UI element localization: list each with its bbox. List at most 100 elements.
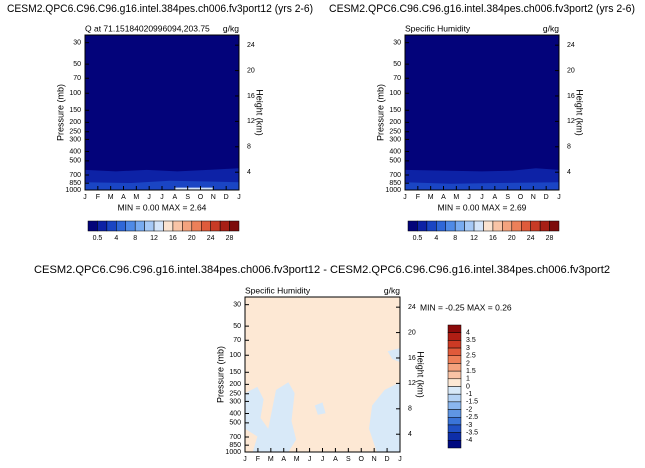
panel-title: CESM2.QPC6.C96.C96.g16.intel.384pes.ch00…: [329, 3, 635, 15]
x-tick-label: A: [492, 194, 497, 201]
y-tick-label: 70: [73, 75, 81, 82]
y-tick-label: 250: [229, 391, 241, 398]
y-tick-label: 700: [229, 434, 241, 441]
y2-tick-label: 8: [408, 406, 412, 413]
y-tick-label: 850: [389, 180, 401, 187]
x-tick-label: O: [198, 194, 204, 201]
x-tick-label: N: [211, 194, 216, 201]
colorbar-box: [502, 220, 513, 232]
y2-tick-label: 4: [408, 431, 412, 438]
x-tick-label: J: [243, 456, 247, 463]
y2-tick-label: 16: [247, 93, 255, 100]
y-tick-label: 400: [389, 148, 401, 155]
x-tick-label: N: [531, 194, 536, 201]
colorbar-box: [447, 409, 462, 418]
colorbar-box: [447, 386, 462, 395]
x-tick-label: A: [121, 194, 126, 201]
y-tick-label: 200: [69, 119, 81, 126]
colorbar-label: 3.5: [466, 337, 476, 344]
x-tick-label: D: [385, 456, 390, 463]
x-tick-label: M: [108, 194, 114, 201]
colorbar-label: 8: [133, 235, 137, 242]
colorbar-box: [210, 220, 221, 232]
y2-tick-label: 24: [408, 304, 416, 311]
y-tick-label: 50: [393, 61, 401, 68]
y-tick-label: 250: [389, 129, 401, 136]
y-tick-label: 200: [229, 381, 241, 388]
x-tick-label: A: [441, 194, 446, 201]
contour-fill: [369, 382, 400, 452]
x-tick-label: J: [398, 456, 402, 463]
y2-tick-label: 24: [247, 42, 255, 49]
y-tick-label: 1000: [65, 187, 81, 194]
y-axis-label: Pressure (mb): [55, 84, 65, 141]
colorbar-box: [539, 220, 550, 232]
y-tick-label: 50: [73, 61, 81, 68]
x-tick-label: S: [185, 194, 190, 201]
y-tick-label: 700: [389, 172, 401, 179]
colorbar-label: -1: [466, 391, 472, 398]
y-tick-label: 150: [389, 107, 401, 114]
y2-tick-label: 12: [567, 118, 575, 125]
units: g/kg: [223, 23, 239, 33]
colorbar-box: [447, 355, 462, 364]
contour-fill: [245, 382, 297, 452]
y-tick-label: 300: [389, 136, 401, 143]
colorbar-label: 4: [114, 235, 118, 242]
x-tick-label: J: [467, 194, 471, 201]
y-tick-label: 850: [229, 442, 241, 449]
colorbar-box: [447, 378, 462, 387]
y-tick-label: 70: [233, 337, 241, 344]
y-axis-label: Pressure (mb): [215, 346, 225, 403]
x-tick-label: J: [83, 194, 87, 201]
x-tick-label: A: [281, 456, 286, 463]
colorbar-label: 2.5: [466, 353, 476, 360]
colorbar-box: [436, 220, 446, 232]
y-tick-label: 200: [389, 119, 401, 126]
stats: MIN = -0.25 MAX = 0.26: [420, 302, 512, 312]
colorbar-label: 1.5: [466, 368, 476, 375]
colorbar-box: [182, 220, 193, 232]
colorbar-label: 8: [453, 235, 457, 242]
y-tick-label: 50: [233, 323, 241, 330]
colorbar-label: 20: [188, 235, 196, 242]
colorbar-label: 4: [466, 330, 470, 337]
y-tick-label: 500: [69, 158, 81, 165]
y-tick-label: 100: [229, 352, 241, 359]
colorbar-box: [447, 432, 462, 441]
x-tick-label: F: [256, 456, 260, 463]
contour-fill: [387, 348, 400, 363]
colorbar-box: [447, 401, 462, 410]
y-tick-label: 100: [69, 90, 81, 97]
x-tick-label: O: [359, 456, 365, 463]
colorbar-box: [530, 220, 541, 232]
y2-tick-label: 20: [567, 67, 575, 74]
colorbar-label: -1.5: [466, 399, 478, 406]
colorbar-box: [116, 220, 126, 232]
y2-axis-label: Height (km): [416, 351, 426, 398]
x-tick-label: D: [544, 194, 549, 201]
colorbar-box: [134, 220, 145, 232]
colorbar-box: [549, 220, 560, 232]
stats: MIN = 0.00 MAX = 2.64: [118, 202, 207, 212]
colorbar-label: 2: [466, 360, 470, 367]
colorbar-box: [163, 220, 174, 232]
colorbar-box: [483, 220, 494, 232]
colorbar-box: [172, 220, 183, 232]
colorbar-label: 1: [466, 376, 470, 383]
colorbar-box: [473, 220, 484, 232]
x-tick-label: M: [428, 194, 434, 201]
colorbar-box: [219, 220, 230, 232]
colorbar-label: 24: [527, 235, 535, 242]
x-tick-label: J: [237, 194, 241, 201]
y2-tick-label: 20: [408, 329, 416, 336]
x-tick-label: D: [224, 194, 229, 201]
colorbar-label: 20: [508, 235, 516, 242]
x-tick-label: A: [333, 456, 338, 463]
y2-tick-label: 4: [567, 169, 571, 176]
colorbar-label: -3: [466, 422, 472, 429]
colorbar-label: -2: [466, 406, 472, 413]
y2-tick-label: 4: [247, 169, 251, 176]
colorbar-label: 28: [226, 235, 234, 242]
x-tick-label: M: [294, 456, 300, 463]
